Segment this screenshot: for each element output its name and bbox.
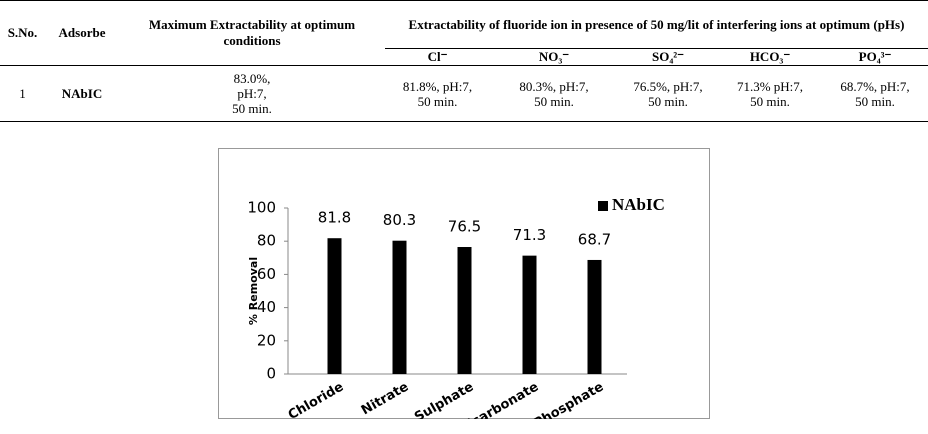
ion-header: PO₄³⁻ — [858, 49, 892, 64]
cell-line: 76.5%, pH:7, — [633, 78, 703, 94]
cell-line: 50 min. — [750, 93, 790, 109]
bar — [457, 247, 472, 374]
value-label: 68.7 — [578, 230, 611, 248]
value-label: 80.3 — [383, 211, 416, 229]
cell: 68.7%, pH:7, 50 min. — [822, 66, 928, 122]
value-label: 71.3 — [513, 226, 546, 244]
ion-header: HCO₃⁻ — [749, 49, 791, 64]
header: S.No. — [7, 25, 38, 40]
bar — [587, 259, 602, 374]
x-tick-label: Chloride — [286, 379, 347, 419]
x-tick-label: Sulphate — [412, 379, 476, 419]
cell: 80.3%, pH:7, 50 min. — [490, 66, 618, 122]
cell: 81.8%, pH:7, 50 min. — [385, 66, 490, 122]
cell-line: 71.3% pH:7, — [736, 78, 804, 94]
value-label: 81.8 — [318, 209, 351, 227]
cell: 1 — [19, 85, 26, 101]
y-tick-label: 80 — [257, 232, 276, 250]
chart-frame — [218, 148, 710, 419]
ion-header: Cl⁻ — [427, 49, 448, 64]
x-tick-label: Phosphate — [531, 379, 606, 419]
cell: 71.3% pH:7, 50 min. — [718, 66, 822, 122]
y-tick-label: 60 — [257, 265, 276, 283]
cell-line: 68.7%, pH:7, — [840, 78, 910, 94]
cell: 83.0%, pH:7, 50 min. — [119, 66, 385, 122]
cell-line: 81.8%, pH:7, — [402, 78, 473, 94]
cell-line: 50 min. — [648, 93, 688, 109]
cell-line: 83.0%, — [233, 71, 271, 86]
header: Maximum Extractability at optimum condit… — [148, 17, 356, 48]
cell-line: 80.3%, pH:7, — [519, 78, 589, 94]
cell-line: 50 min. — [417, 93, 458, 109]
cell-line: 50 min. — [855, 93, 895, 109]
bar — [327, 238, 342, 374]
data-table: S.No. Adsorbe Maximum Extractability at … — [0, 0, 928, 122]
chart: 0 20 40 60 80 100 % Removal Chloride 81.8 Nitrate… — [218, 148, 710, 419]
x-tick-label: Nitrate — [359, 379, 411, 418]
legend-label: NAbIC — [612, 195, 665, 214]
cell: 76.5%, pH:7, 50 min. — [618, 66, 718, 122]
cell-line: 50 min. — [232, 101, 272, 116]
value-label: 76.5 — [448, 218, 481, 236]
bar — [392, 240, 407, 374]
cell-line: 50 min. — [534, 93, 574, 109]
header: Extractability of fluoride ion in presen… — [385, 0, 928, 49]
y-tick-label: 40 — [257, 298, 276, 316]
bar — [522, 255, 537, 374]
cell: NAbIC — [61, 85, 103, 101]
y-tick-label: 0 — [266, 365, 276, 383]
ion-header: NO₃⁻ — [538, 49, 570, 64]
legend-swatch — [598, 201, 608, 211]
y-tick-label: 20 — [257, 331, 276, 349]
ion-header: SO₄²⁻ — [652, 49, 684, 64]
y-axis-label: % Removal — [247, 257, 260, 325]
y-tick-label: 100 — [247, 199, 276, 217]
cell-line: pH:7, — [237, 86, 267, 101]
header: Adsorbe — [58, 25, 106, 40]
